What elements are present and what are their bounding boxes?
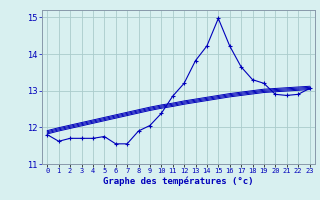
- X-axis label: Graphe des températures (°c): Graphe des températures (°c): [103, 177, 254, 186]
